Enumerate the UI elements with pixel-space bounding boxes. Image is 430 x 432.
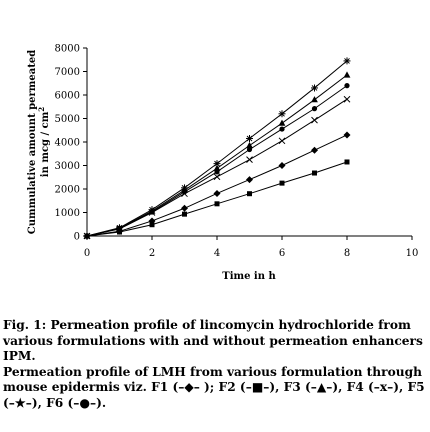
data-point-circle [246, 146, 253, 153]
series-line [86, 60, 348, 237]
data-point-triangle [246, 141, 253, 149]
cross-stroke [246, 156, 253, 163]
x-tick-label: 2 [149, 248, 155, 259]
data-point-square [344, 159, 350, 165]
x-tick-label: 6 [279, 248, 285, 259]
data-point-star [246, 134, 253, 142]
data-point-cross [278, 137, 286, 145]
data-point-cross [343, 95, 351, 103]
data-point-star [116, 224, 123, 232]
y-tick-label: 6000 [55, 91, 80, 102]
y-axis-title-line1: Cummulative amount permeated [27, 50, 38, 234]
cross-stroke [343, 95, 351, 103]
x-tick-label: 8 [344, 248, 350, 259]
cross-stroke [213, 173, 221, 181]
data-point-star [213, 160, 221, 168]
data-point-circle [344, 83, 350, 89]
data-point-diamond [246, 176, 253, 184]
y-tick-label: 1000 [55, 208, 80, 219]
data-point-triangle [213, 164, 221, 171]
data-point-star [343, 57, 351, 65]
data-point-square [149, 222, 155, 228]
data-point-circle [311, 106, 318, 112]
data-point-diamond [343, 131, 351, 139]
y-tick-label: 4000 [55, 138, 80, 149]
y-tick-label: 7000 [55, 67, 80, 78]
data-point-star [181, 184, 188, 192]
x-tick-label: 4 [214, 248, 220, 259]
y-tick-label: 5000 [55, 114, 80, 125]
data-point-square [182, 211, 187, 217]
caption-title: Fig. 1: Permeation profile of lincomycin… [3, 318, 423, 363]
data-point-star [148, 206, 156, 214]
data-point-circle [279, 126, 285, 132]
x-tick-label: 10 [406, 248, 419, 259]
y-axis-title: Cummulative amount permeated in mcg / cm… [27, 50, 51, 234]
data-point-triangle [278, 119, 286, 126]
permeation-chart: 0 1000 2000 3000 4000 5000 6000 7000 8000 0 2 4 6 8 10… [27, 44, 419, 283]
chart-ticks: 0 1000 2000 3000 4000 5000 6000 7000 8000 0 2 4 6 8 10 [55, 44, 419, 260]
data-point-diamond [311, 146, 318, 154]
x-axis-title: Time in h [222, 271, 276, 282]
data-point-triangle [311, 96, 318, 103]
series-triangle [83, 71, 351, 239]
series-diamond [83, 131, 351, 240]
data-point-square [312, 170, 317, 176]
data-point-triangle [343, 71, 351, 78]
y-axis-title-line2: in mcg / cm2 [37, 107, 51, 178]
series-line [86, 134, 348, 237]
data-point-diamond [148, 217, 156, 225]
figure-caption: Fig. 1: Permeation profile of lincomycin… [3, 318, 427, 411]
y-tick-label: 3000 [55, 161, 80, 172]
y-tick-label: 0 [74, 232, 80, 243]
data-point-square [279, 180, 285, 186]
data-point-diamond [213, 189, 221, 197]
series-star [83, 57, 351, 240]
data-point-diamond [278, 162, 286, 169]
data-point-star [278, 110, 286, 118]
y-tick-label: 2000 [55, 185, 80, 196]
cross-stroke [278, 137, 286, 145]
chart-series [83, 57, 351, 240]
y-tick-label: 8000 [55, 44, 80, 55]
data-point-square [214, 201, 220, 207]
x-tick-label: 0 [84, 248, 90, 259]
series-line [86, 74, 348, 237]
cross-stroke [311, 116, 318, 124]
data-point-cross [311, 116, 318, 124]
data-point-cross [213, 173, 221, 181]
caption-legend: Permeation profile of LMH from various f… [3, 364, 425, 410]
data-point-square [247, 191, 252, 197]
data-point-star [311, 84, 318, 92]
data-point-star [83, 232, 91, 240]
data-point-diamond [181, 204, 188, 212]
data-point-cross [246, 156, 253, 163]
